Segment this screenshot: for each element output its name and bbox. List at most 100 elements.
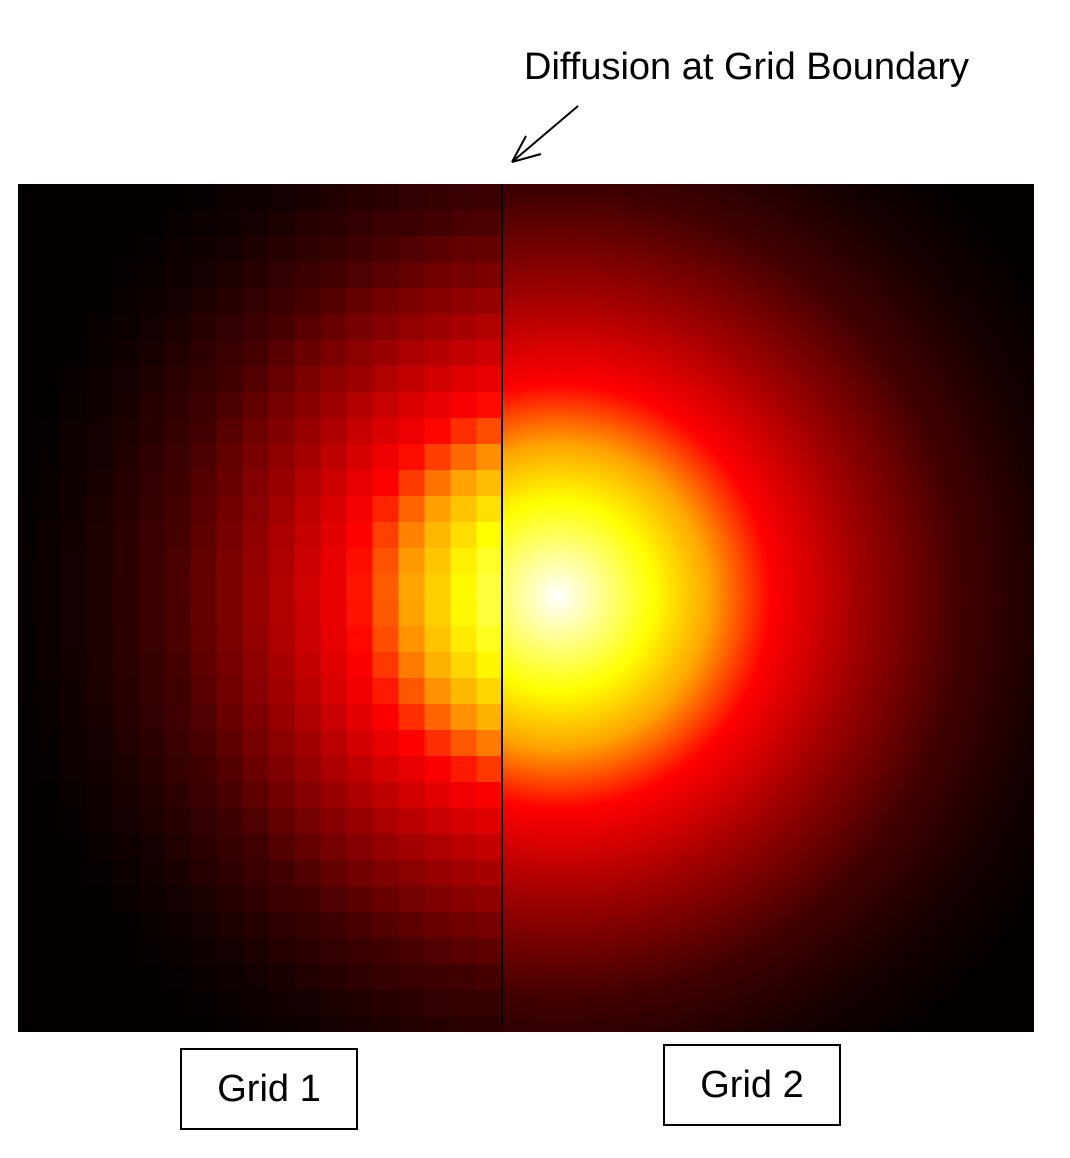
grid1-cell [164,756,191,783]
grid1-cell [346,860,373,887]
grid1-cell [294,652,321,679]
grid1-cell [216,964,243,991]
grid1-cell [138,522,165,549]
grid1-cell [190,912,217,939]
grid1-cell [320,678,347,705]
grid1-cell [242,210,269,237]
grid1-cell [372,340,399,367]
grid1-cell [424,366,451,393]
grid1-cell [18,990,35,1017]
grid1-cell [138,964,165,991]
grid1-cell [268,834,295,861]
grid1-cell [164,834,191,861]
grid1-cell [398,652,425,679]
grid1-cell [112,574,139,601]
grid1-cell [476,756,503,783]
grid1-cell [190,886,217,913]
grid1-field [18,184,503,1032]
grid1-cell [476,470,503,497]
grid1-cell [450,626,477,653]
grid1-cell [372,782,399,809]
grid1-cell [320,574,347,601]
grid1-cell [86,470,113,497]
grid1-cell [424,210,451,237]
grid1-cell [398,834,425,861]
grid1-cell [34,496,61,523]
grid1-cell [86,938,113,965]
grid1-cell [346,990,373,1017]
grid1-cell [112,678,139,705]
grid1-cell [398,860,425,887]
grid1-cell [320,392,347,419]
grid1-cell [372,392,399,419]
grid1-cell [242,756,269,783]
grid1-cell [86,600,113,627]
grid1-cell [242,834,269,861]
grid1-cell [112,340,139,367]
grid1-cell [34,626,61,653]
grid1-cell [424,444,451,471]
grid1-cell [34,730,61,757]
grid1-cell [268,938,295,965]
grid1-cell [86,184,113,211]
grid1-cell [450,990,477,1017]
grid1-cell [242,522,269,549]
grid1-cell [476,262,503,289]
grid1-cell [138,756,165,783]
grid1-cell [34,1016,61,1032]
grid1-cell [476,314,503,341]
grid1-cell [18,444,35,471]
grid1-cell [268,990,295,1017]
grid1-cell [190,548,217,575]
grid1-cell [450,262,477,289]
grid1-cell [164,210,191,237]
grid1-cell [398,340,425,367]
grid1-cell [112,262,139,289]
grid1-cell [190,652,217,679]
grid1-cell [268,704,295,731]
grid1-cell [112,886,139,913]
grid1-cell [164,678,191,705]
grid1-cell [242,678,269,705]
grid1-cell [34,704,61,731]
grid1-cell [450,704,477,731]
grid1-cell [294,990,321,1017]
grid1-cell [60,574,87,601]
grid1-cell [268,912,295,939]
grid1-cell [476,834,503,861]
grid1-cell [242,470,269,497]
grid1-cell [18,1016,35,1032]
grid1-cell [320,1016,347,1032]
grid1-cell [346,730,373,757]
grid1-cell [372,912,399,939]
grid1-cell [320,704,347,731]
grid1-cell [242,548,269,575]
grid1-cell [346,340,373,367]
grid1-cell [18,652,35,679]
grid1-cell [398,990,425,1017]
grid1-cell [164,990,191,1017]
grid1-cell [268,522,295,549]
grid1-cell [294,184,321,211]
grid1-cell [424,470,451,497]
grid1-cell [476,964,503,991]
grid1-cell [112,470,139,497]
grid1-cell [320,262,347,289]
grid1-cell [294,522,321,549]
grid1-cell [346,210,373,237]
grid1-cell [86,678,113,705]
grid1-cell [242,808,269,835]
grid1-cell [190,990,217,1017]
grid1-cell [86,652,113,679]
grid1-cell [346,600,373,627]
grid1-cell [86,444,113,471]
grid1-cell [424,340,451,367]
grid1-cell [320,444,347,471]
grid1-cell [138,236,165,263]
grid1-cell [34,522,61,549]
grid1-cell [18,340,35,367]
grid1-cell [398,938,425,965]
grid1-cell [242,730,269,757]
grid1-cell [268,418,295,445]
grid1-cell [450,236,477,263]
